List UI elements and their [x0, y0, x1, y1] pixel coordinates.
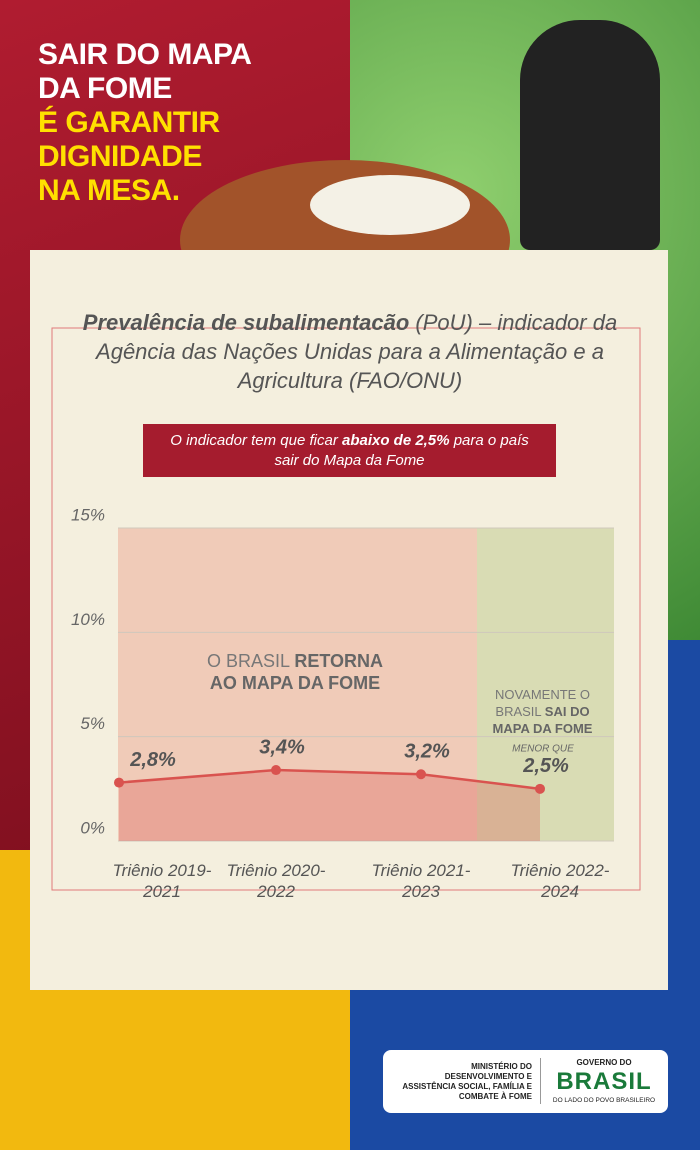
note-text: abaixo de 2,5% [341, 431, 450, 449]
headline: DA FOME [38, 72, 172, 105]
note: O indicador tem que ficar abaixo de 2,5%… [143, 424, 556, 477]
x-tick-label: Triênio 2021-2023 [371, 861, 471, 901]
area [119, 770, 540, 841]
y-tick-label: 5% [80, 714, 105, 733]
rice [310, 175, 470, 235]
frame [51, 327, 641, 891]
annotation: MENOR QUE [512, 743, 574, 754]
x-tick-label: Triênio 2019-2021 [112, 861, 212, 901]
point [271, 765, 281, 776]
point [535, 783, 545, 794]
note-text: O indicador tem que ficar [170, 431, 342, 449]
region-label: NOVAMENTE O BRASIL SAI DO MAPA DA FOME [485, 686, 600, 737]
region [477, 528, 614, 841]
headline: DIGNIDADE [38, 140, 202, 173]
logo-box [383, 1050, 668, 1113]
headline: SAIR DO MAPA [38, 38, 252, 71]
x-tick-label: Triênio 2020-2022 [226, 861, 326, 901]
point [416, 769, 426, 780]
region-emphasis: SAI DO MAPA DA FOME [492, 704, 593, 736]
gov: GOVERNO DO [576, 1058, 632, 1067]
chart-title: Prevalência de subalimentacão (PoU) – in… [70, 308, 630, 395]
region-text: NOVAMENTE O BRASIL [494, 687, 591, 719]
value-label: 3,4% [259, 736, 305, 758]
value-label: 3,2% [404, 741, 450, 763]
line [118, 768, 541, 791]
y-tick-label: 0% [80, 818, 105, 837]
headline: É GARANTIR [38, 106, 220, 139]
cook [520, 20, 660, 250]
subtitle: (PoU) – indicador da Agência das Nações … [96, 310, 618, 393]
region [118, 528, 477, 841]
y-tick-label: 15% [71, 505, 105, 524]
brand: BRASIL [556, 1068, 652, 1095]
ministry: MINISTÉRIO DO DESENVOLVIMENTO E ASSISTÊN… [402, 1062, 532, 1101]
value-label: 2,5% [522, 755, 569, 777]
divider [540, 1058, 541, 1104]
value-label: 2,8% [129, 749, 176, 771]
region-label: O BRASIL RETORNA AO MAPA DA FOME [200, 650, 390, 694]
slogan: DO LADO DO POVO BRASILEIRO [552, 1097, 656, 1104]
region-emphasis: RETORNA AO MAPA DA FOME [209, 651, 384, 693]
headline: NA MESA. [38, 174, 180, 207]
note-text: para o país sair do Mapa da Fome [274, 431, 529, 469]
point [114, 777, 124, 788]
y-tick-label: 10% [71, 610, 105, 629]
x-tick-label: Triênio 2022-2024 [510, 861, 610, 901]
region-text: O BRASIL [206, 651, 290, 671]
title: Prevalência de subalimentacão [82, 310, 410, 335]
